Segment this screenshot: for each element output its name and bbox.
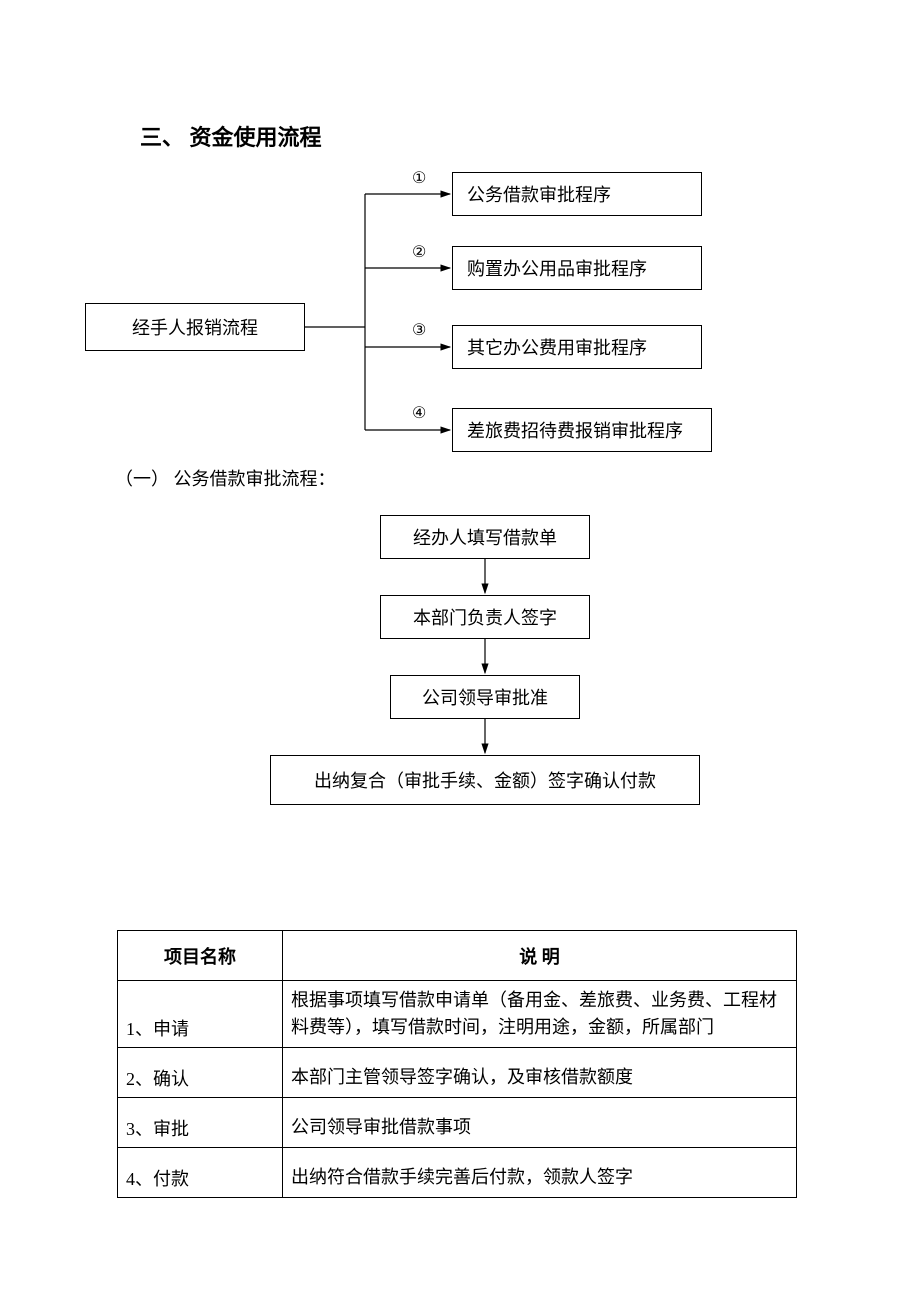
table-header-desc: 说 明 bbox=[283, 931, 797, 981]
root-node: 经手人报销流程 bbox=[85, 303, 305, 351]
step-3: 公司领导审批准 bbox=[390, 675, 580, 719]
table-row: 4、付款 出纳符合借款手续完善后付款，领款人签字 bbox=[118, 1148, 797, 1198]
branch-num-2: ② bbox=[412, 242, 426, 262]
description-table: 项目名称 说 明 1、申请 根据事项填写借款申请单（备用金、差旅费、业务费、工程… bbox=[117, 930, 797, 1198]
step-2: 本部门负责人签字 bbox=[380, 595, 590, 639]
branch-num-1: ① bbox=[412, 168, 426, 188]
branch-num-4: ④ bbox=[412, 403, 426, 423]
step-4: 出纳复合（审批手续、金额）签字确认付款 bbox=[270, 755, 700, 805]
step-1: 经办人填写借款单 bbox=[380, 515, 590, 559]
table-row: 3、审批 公司领导审批借款事项 bbox=[118, 1098, 797, 1148]
branch-num-3: ③ bbox=[412, 320, 426, 340]
subheading: （一） 公务借款审批流程： bbox=[115, 465, 336, 491]
branch-node-2: 购置办公用品审批程序 bbox=[452, 246, 702, 290]
branch-node-4: 差旅费招待费报销审批程序 bbox=[452, 408, 712, 452]
table-header-name: 项目名称 bbox=[118, 931, 283, 981]
branch-node-1: 公务借款审批程序 bbox=[452, 172, 702, 216]
table-row: 1、申请 根据事项填写借款申请单（备用金、差旅费、业务费、工程材料费等），填写借… bbox=[118, 981, 797, 1048]
page-title: 三、 资金使用流程 bbox=[140, 120, 322, 152]
table-row: 2、确认 本部门主管领导签字确认，及审核借款额度 bbox=[118, 1048, 797, 1098]
branch-node-3: 其它办公费用审批程序 bbox=[452, 325, 702, 369]
